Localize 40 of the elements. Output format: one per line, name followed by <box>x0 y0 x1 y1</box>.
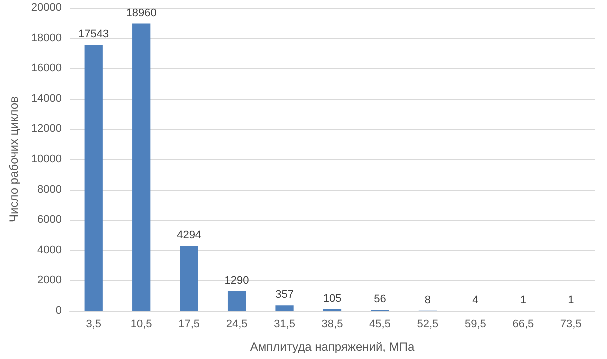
y-tick-label: 10000 <box>31 154 62 166</box>
y-tick-label: 8000 <box>38 184 62 196</box>
x-tick-label: 45,5 <box>370 318 391 330</box>
y-tick-label: 14000 <box>31 92 62 105</box>
y-tick-label: 6000 <box>38 214 62 226</box>
data-label: 105 <box>323 292 342 305</box>
bar <box>276 306 294 311</box>
y-tick-label: 20000 <box>31 2 62 14</box>
data-label: 1 <box>520 294 526 306</box>
x-tick-label: 3,5 <box>86 318 102 330</box>
data-label: 17543 <box>78 28 110 41</box>
y-tick-label: 0 <box>56 305 62 317</box>
x-tick-label: 24,5 <box>226 318 248 330</box>
y-tick-label: 12000 <box>31 123 62 136</box>
data-label: 1 <box>568 294 574 306</box>
x-tick-label: 31,5 <box>274 318 296 330</box>
y-tick-label: 2000 <box>38 274 62 287</box>
x-tick-label: 10,5 <box>130 318 152 330</box>
data-label: 357 <box>276 289 294 302</box>
x-tick-label: 66,5 <box>512 318 534 330</box>
data-label: 56 <box>374 294 386 306</box>
y-tick-label: 18000 <box>31 32 62 44</box>
data-label: 8 <box>424 294 432 306</box>
x-axis-title: Амплитуда напряжений, МПа <box>250 340 415 354</box>
bar <box>84 45 103 311</box>
x-tick-label: 17,5 <box>178 318 200 330</box>
x-tick-label: 38,5 <box>322 318 344 330</box>
data-label: 4 <box>472 294 479 306</box>
bar <box>132 24 151 311</box>
x-tick-label: 59,5 <box>464 318 486 330</box>
data-label: 18960 <box>126 7 157 20</box>
y-tick-label: 16000 <box>31 62 62 75</box>
x-tick-label: 52,5 <box>417 318 439 330</box>
x-tick-label: 73,5 <box>560 318 582 330</box>
y-axis-title: Число рабочих циклов <box>7 96 21 222</box>
y-tick-label: 4000 <box>38 244 62 256</box>
bar <box>228 291 246 311</box>
data-label: 1290 <box>224 274 250 287</box>
bar <box>180 246 198 311</box>
data-label: 4294 <box>177 229 202 242</box>
